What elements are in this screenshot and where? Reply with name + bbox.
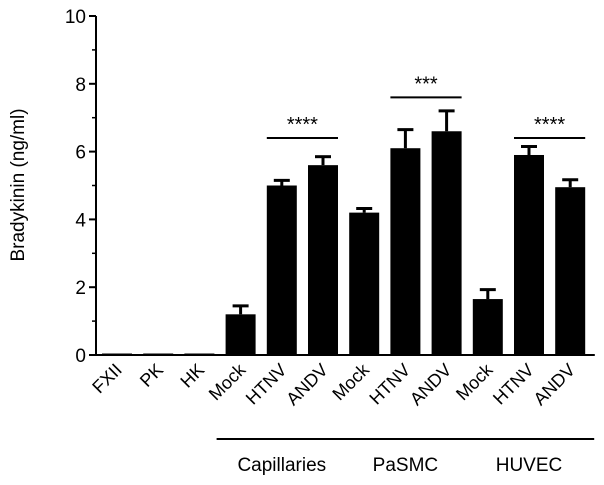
axes: 0 2 4 6 8 10 xyxy=(65,7,595,367)
significance-markers: *********** xyxy=(266,73,586,140)
bars xyxy=(102,131,586,355)
x-tick-label: ANDV xyxy=(530,360,580,410)
group-label: PaSMC xyxy=(373,455,438,476)
x-tick-label: ANDV xyxy=(406,360,456,410)
x-tick-label: HK xyxy=(176,360,208,392)
y-tick-label: 6 xyxy=(75,143,86,164)
x-tick-label: ANDV xyxy=(282,360,332,410)
bar-mock xyxy=(349,212,380,355)
bar-andv xyxy=(308,165,338,355)
error-bars xyxy=(232,109,579,315)
bar-htnv xyxy=(390,148,421,355)
bar-andv xyxy=(555,187,586,355)
x-tick-labels: FXII PK HKMockHTNVANDVMockHTNVANDVMockHTNV… xyxy=(88,359,579,409)
x-tick-label: Mock xyxy=(328,359,373,404)
group-label: HUVEC xyxy=(496,455,563,476)
x-tick-label: HTNV xyxy=(365,360,414,409)
y-tick-label: 0 xyxy=(75,346,86,367)
bar-hk xyxy=(184,353,215,355)
x-tick-label: Mock xyxy=(205,359,250,404)
bar-pk xyxy=(143,353,174,355)
x-tick-label: Mock xyxy=(452,359,497,404)
significance-label: **** xyxy=(287,114,318,136)
x-tick-label: HTNV xyxy=(489,360,538,409)
y-axis-label: Bradykinin (ng/ml) xyxy=(8,108,29,261)
bar-mock xyxy=(472,299,503,355)
bar-andv xyxy=(431,131,462,355)
bar-fxii xyxy=(102,353,132,355)
y-tick-label: 8 xyxy=(75,75,86,96)
bar-htnv xyxy=(266,185,297,355)
bar-mock xyxy=(225,314,256,355)
y-tick-label: 10 xyxy=(65,7,86,28)
y-tick-label: 2 xyxy=(75,278,86,299)
x-tick-label: PK xyxy=(136,360,167,391)
bar-htnv xyxy=(514,154,544,355)
group-label: Capillaries xyxy=(237,455,326,476)
group-labels: Capillaries PaSMC HUVEC xyxy=(216,438,595,476)
significance-label: *** xyxy=(414,73,438,95)
x-tick-label: HTNV xyxy=(242,360,291,409)
x-tick-label: FXII xyxy=(88,360,125,397)
significance-label: **** xyxy=(534,114,565,136)
y-tick-label: 4 xyxy=(75,210,86,231)
